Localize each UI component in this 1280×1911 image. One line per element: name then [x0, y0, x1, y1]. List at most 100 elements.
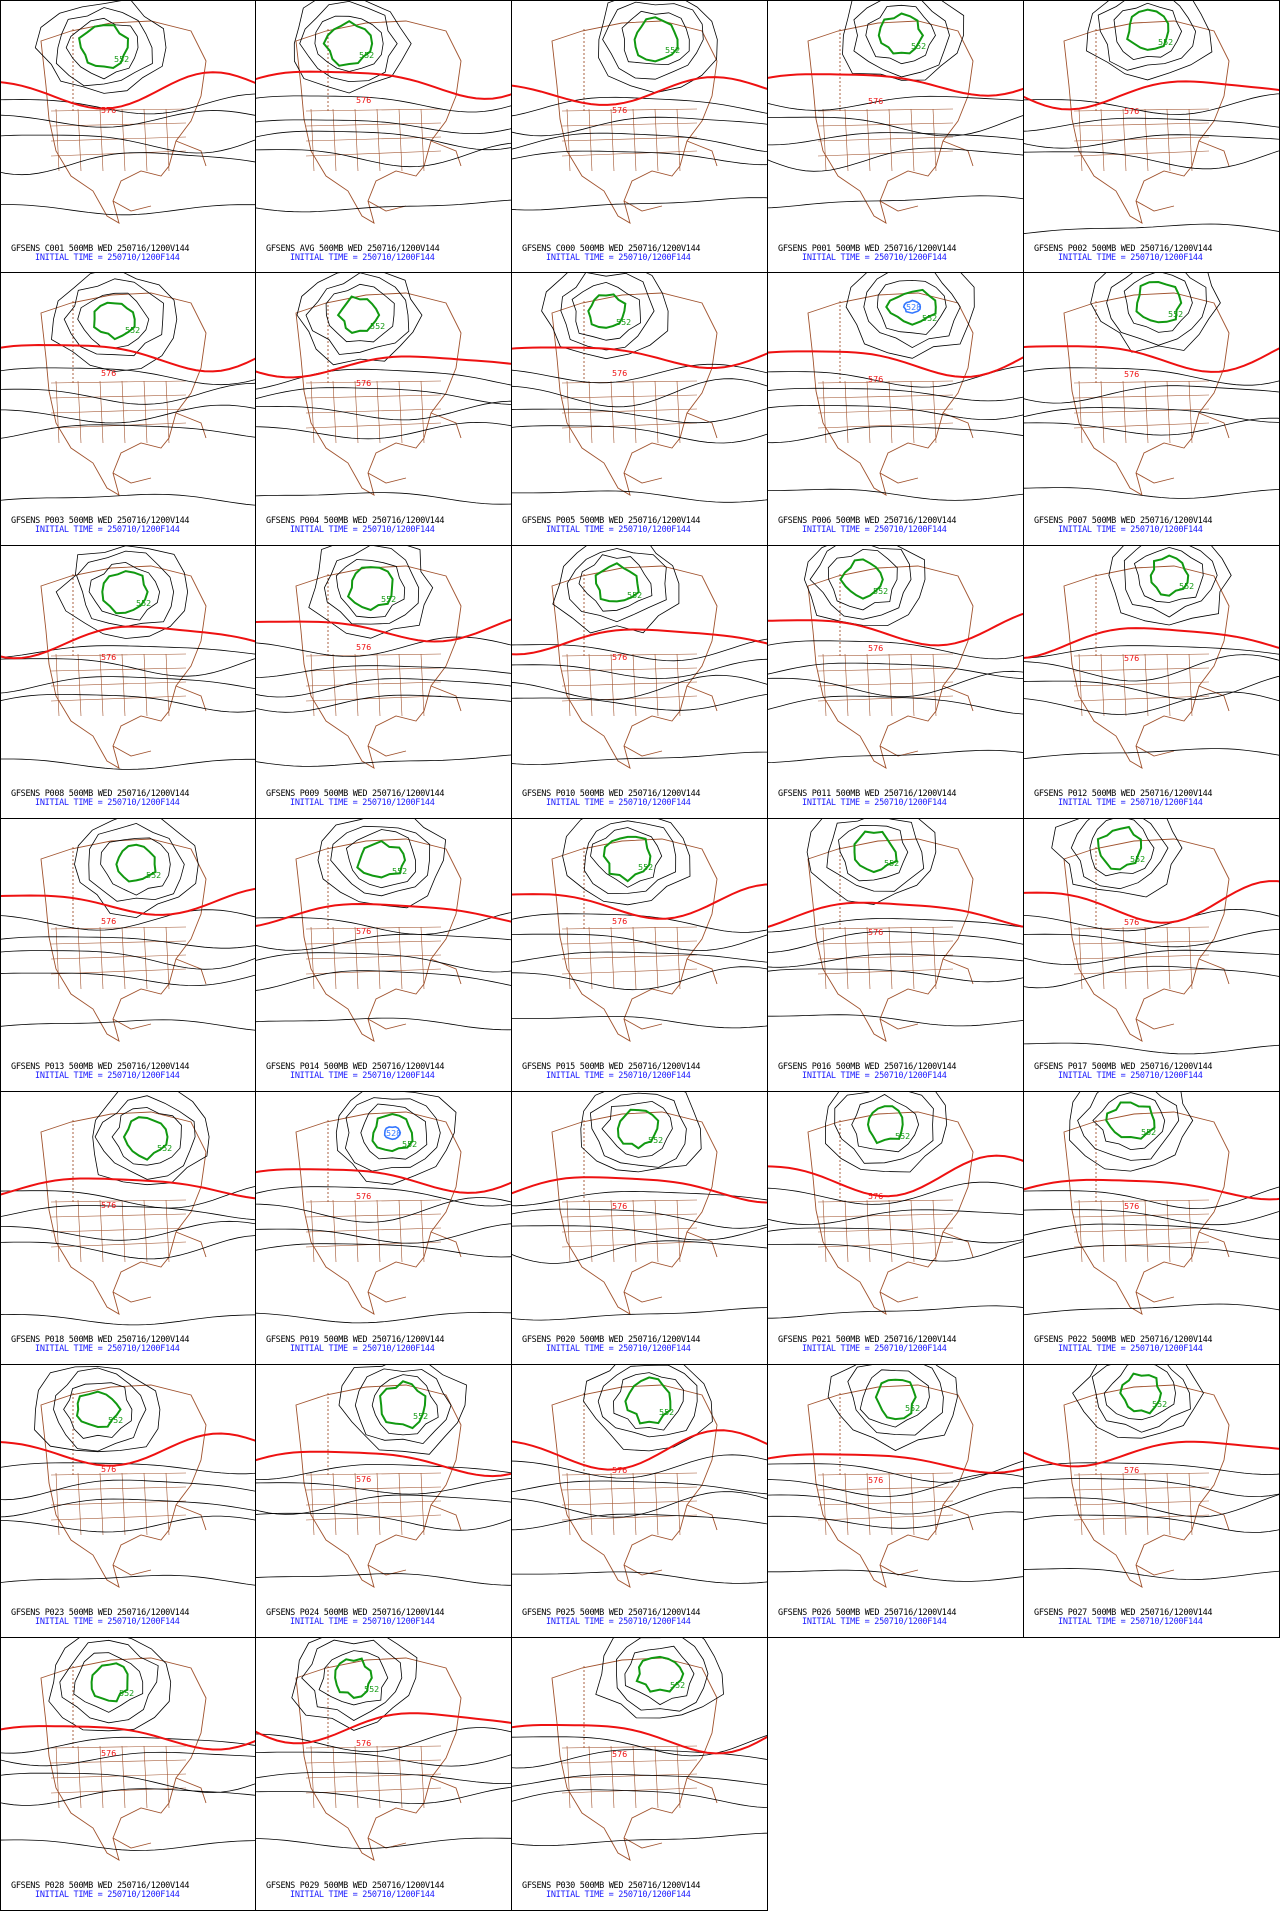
- initial-time-label: INITIAL TIME = 250710/1200F144: [35, 1344, 180, 1354]
- height-contours: [256, 1092, 511, 1324]
- contour-576: [1, 1725, 255, 1751]
- initial-time-label: INITIAL TIME = 250710/1200F144: [290, 1617, 435, 1627]
- state-borders: [50, 1199, 187, 1263]
- height-contours: [1024, 1092, 1279, 1316]
- state-borders: [561, 1472, 698, 1536]
- ensemble-panel: 552 576 GFSENS P011 500MB WED 250716/1200V…: [768, 546, 1024, 819]
- north-america-outline: [40, 1111, 207, 1315]
- height-contours: [1, 819, 255, 1031]
- continent-outline: [807, 1111, 974, 1315]
- height-contours: [512, 546, 767, 766]
- continent-outline: [807, 20, 974, 224]
- state-borders: [50, 653, 187, 717]
- gulf-coast: [112, 1231, 207, 1303]
- panel-title: GFSENS P027 500MB WED 250716/1200V144: [1034, 1608, 1213, 1618]
- height-contours: [512, 273, 767, 503]
- state-borders: [305, 1472, 442, 1536]
- continent-outline: [551, 1384, 718, 1588]
- ensemble-panel: 552 576 GFSENS P015 500MB WED 250716/1200V…: [512, 819, 768, 1092]
- panel-title: GFSENS C001 500MB WED 250716/1200V144: [11, 244, 190, 254]
- panel-title: GFSENS P005 500MB WED 250716/1200V144: [522, 516, 701, 526]
- initial-time-label: INITIAL TIME = 250710/1200F144: [290, 253, 435, 263]
- height-contours: [512, 1638, 767, 1847]
- contour-label-552: 552: [413, 1412, 428, 1421]
- height-contours: [768, 1092, 1023, 1319]
- contour-label-552: 552: [1179, 582, 1194, 591]
- contour-576: [512, 1429, 767, 1471]
- continent-outline: [40, 20, 207, 224]
- contour-label-552: 552: [884, 859, 899, 868]
- height-contour-map: 552 576: [256, 819, 511, 1042]
- height-contour-map: 552 576: [1024, 1365, 1279, 1588]
- gulf-coast: [1135, 1504, 1230, 1576]
- height-contour-map: 552 576: [1, 273, 255, 506]
- height-contours: [512, 1, 767, 211]
- north-america-outline: [551, 20, 718, 224]
- panel-title: GFSENS P020 500MB WED 250716/1200V144: [522, 1335, 701, 1345]
- contour-576: [256, 618, 511, 643]
- contour-label-552: 552: [125, 326, 140, 335]
- height-contour-map: 552 576: [1, 819, 255, 1042]
- north-america-outline: [1063, 1111, 1230, 1315]
- continent-outline: [551, 1657, 718, 1861]
- height-contour-map: 552 576: [768, 546, 1023, 769]
- contour-label-576: 576: [101, 1201, 116, 1210]
- contour-label-576: 576: [1124, 1466, 1139, 1475]
- panel-title: GFSENS C000 500MB WED 250716/1200V144: [522, 244, 701, 254]
- ensemble-panel: 552 576 GFSENS P022 500MB WED 250716/1200V…: [1024, 1092, 1280, 1365]
- state-borders: [1073, 653, 1210, 717]
- contour-552: [90, 1662, 129, 1703]
- north-america-outline: [295, 292, 462, 496]
- panel-title: GFSENS P030 500MB WED 250716/1200V144: [522, 1881, 701, 1891]
- panel-title: GFSENS P026 500MB WED 250716/1200V144: [778, 1608, 957, 1618]
- contour-576: [512, 1724, 767, 1755]
- continent-outline: [295, 1657, 462, 1861]
- north-america-outline: [1063, 565, 1230, 769]
- initial-time-label: INITIAL TIME = 250710/1200F144: [1058, 798, 1203, 808]
- contour-576: [768, 350, 1023, 379]
- initial-time-label: INITIAL TIME = 250710/1200F144: [1058, 253, 1203, 263]
- panel-title: GFSENS P013 500MB WED 250716/1200V144: [11, 1062, 190, 1072]
- north-america-outline: [551, 838, 718, 1042]
- state-borders: [305, 653, 442, 717]
- initial-time-label: INITIAL TIME = 250710/1200F144: [802, 1617, 947, 1627]
- panel-title: GFSENS P011 500MB WED 250716/1200V144: [778, 789, 957, 799]
- gulf-coast: [367, 140, 462, 212]
- ensemble-panel: 552 576 GFSENS P007 500MB WED 250716/1200V…: [1024, 273, 1280, 546]
- north-america-outline: [807, 565, 974, 769]
- state-borders: [50, 380, 187, 444]
- gulf-coast: [1135, 412, 1230, 484]
- continent-outline: [295, 838, 462, 1042]
- height-contour-map: 552 576: [512, 1, 767, 224]
- height-contour-map: 552 576: [1024, 1092, 1279, 1316]
- contour-576: [1, 1177, 255, 1200]
- north-america-outline: [40, 1384, 207, 1588]
- height-contour-map: 552 576: [1024, 546, 1279, 769]
- north-america-outline: [295, 1384, 462, 1588]
- continent-outline: [1063, 565, 1230, 769]
- panel-title: GFSENS P023 500MB WED 250716/1200V144: [11, 1608, 190, 1618]
- ensemble-panel: 552 576 GFSENS P024 500MB WED 250716/1200V…: [256, 1365, 512, 1638]
- contour-576: [1024, 80, 1279, 111]
- panel-title: GFSENS P014 500MB WED 250716/1200V144: [266, 1062, 445, 1072]
- height-contours: [256, 819, 511, 1031]
- initial-time-label: INITIAL TIME = 250710/1200F144: [802, 1071, 947, 1081]
- height-contours: [512, 1092, 767, 1321]
- contour-label-552: 552: [648, 1136, 663, 1145]
- contour-552: [1119, 1372, 1163, 1415]
- continent-outline: [807, 1384, 974, 1588]
- initial-time-label: INITIAL TIME = 250710/1200F144: [290, 1344, 435, 1354]
- height-contour-map: 552 576: [512, 1365, 767, 1588]
- initial-time-label: INITIAL TIME = 250710/1200F144: [35, 253, 180, 263]
- gulf-coast: [879, 1231, 974, 1303]
- north-america-outline: [1063, 838, 1230, 1042]
- contour-552: [602, 835, 652, 883]
- contour-576: [1, 71, 255, 110]
- contour-576: [1024, 627, 1279, 659]
- ensemble-panel: 552 576 GFSENS P016 500MB WED 250716/1200V…: [768, 819, 1024, 1092]
- contour-label-576: 576: [1124, 107, 1139, 116]
- state-borders: [50, 108, 187, 172]
- contour-576: [768, 901, 1023, 928]
- initial-time-label: INITIAL TIME = 250710/1200F144: [546, 798, 691, 808]
- height-contour-map: 552 576: [1, 1092, 255, 1326]
